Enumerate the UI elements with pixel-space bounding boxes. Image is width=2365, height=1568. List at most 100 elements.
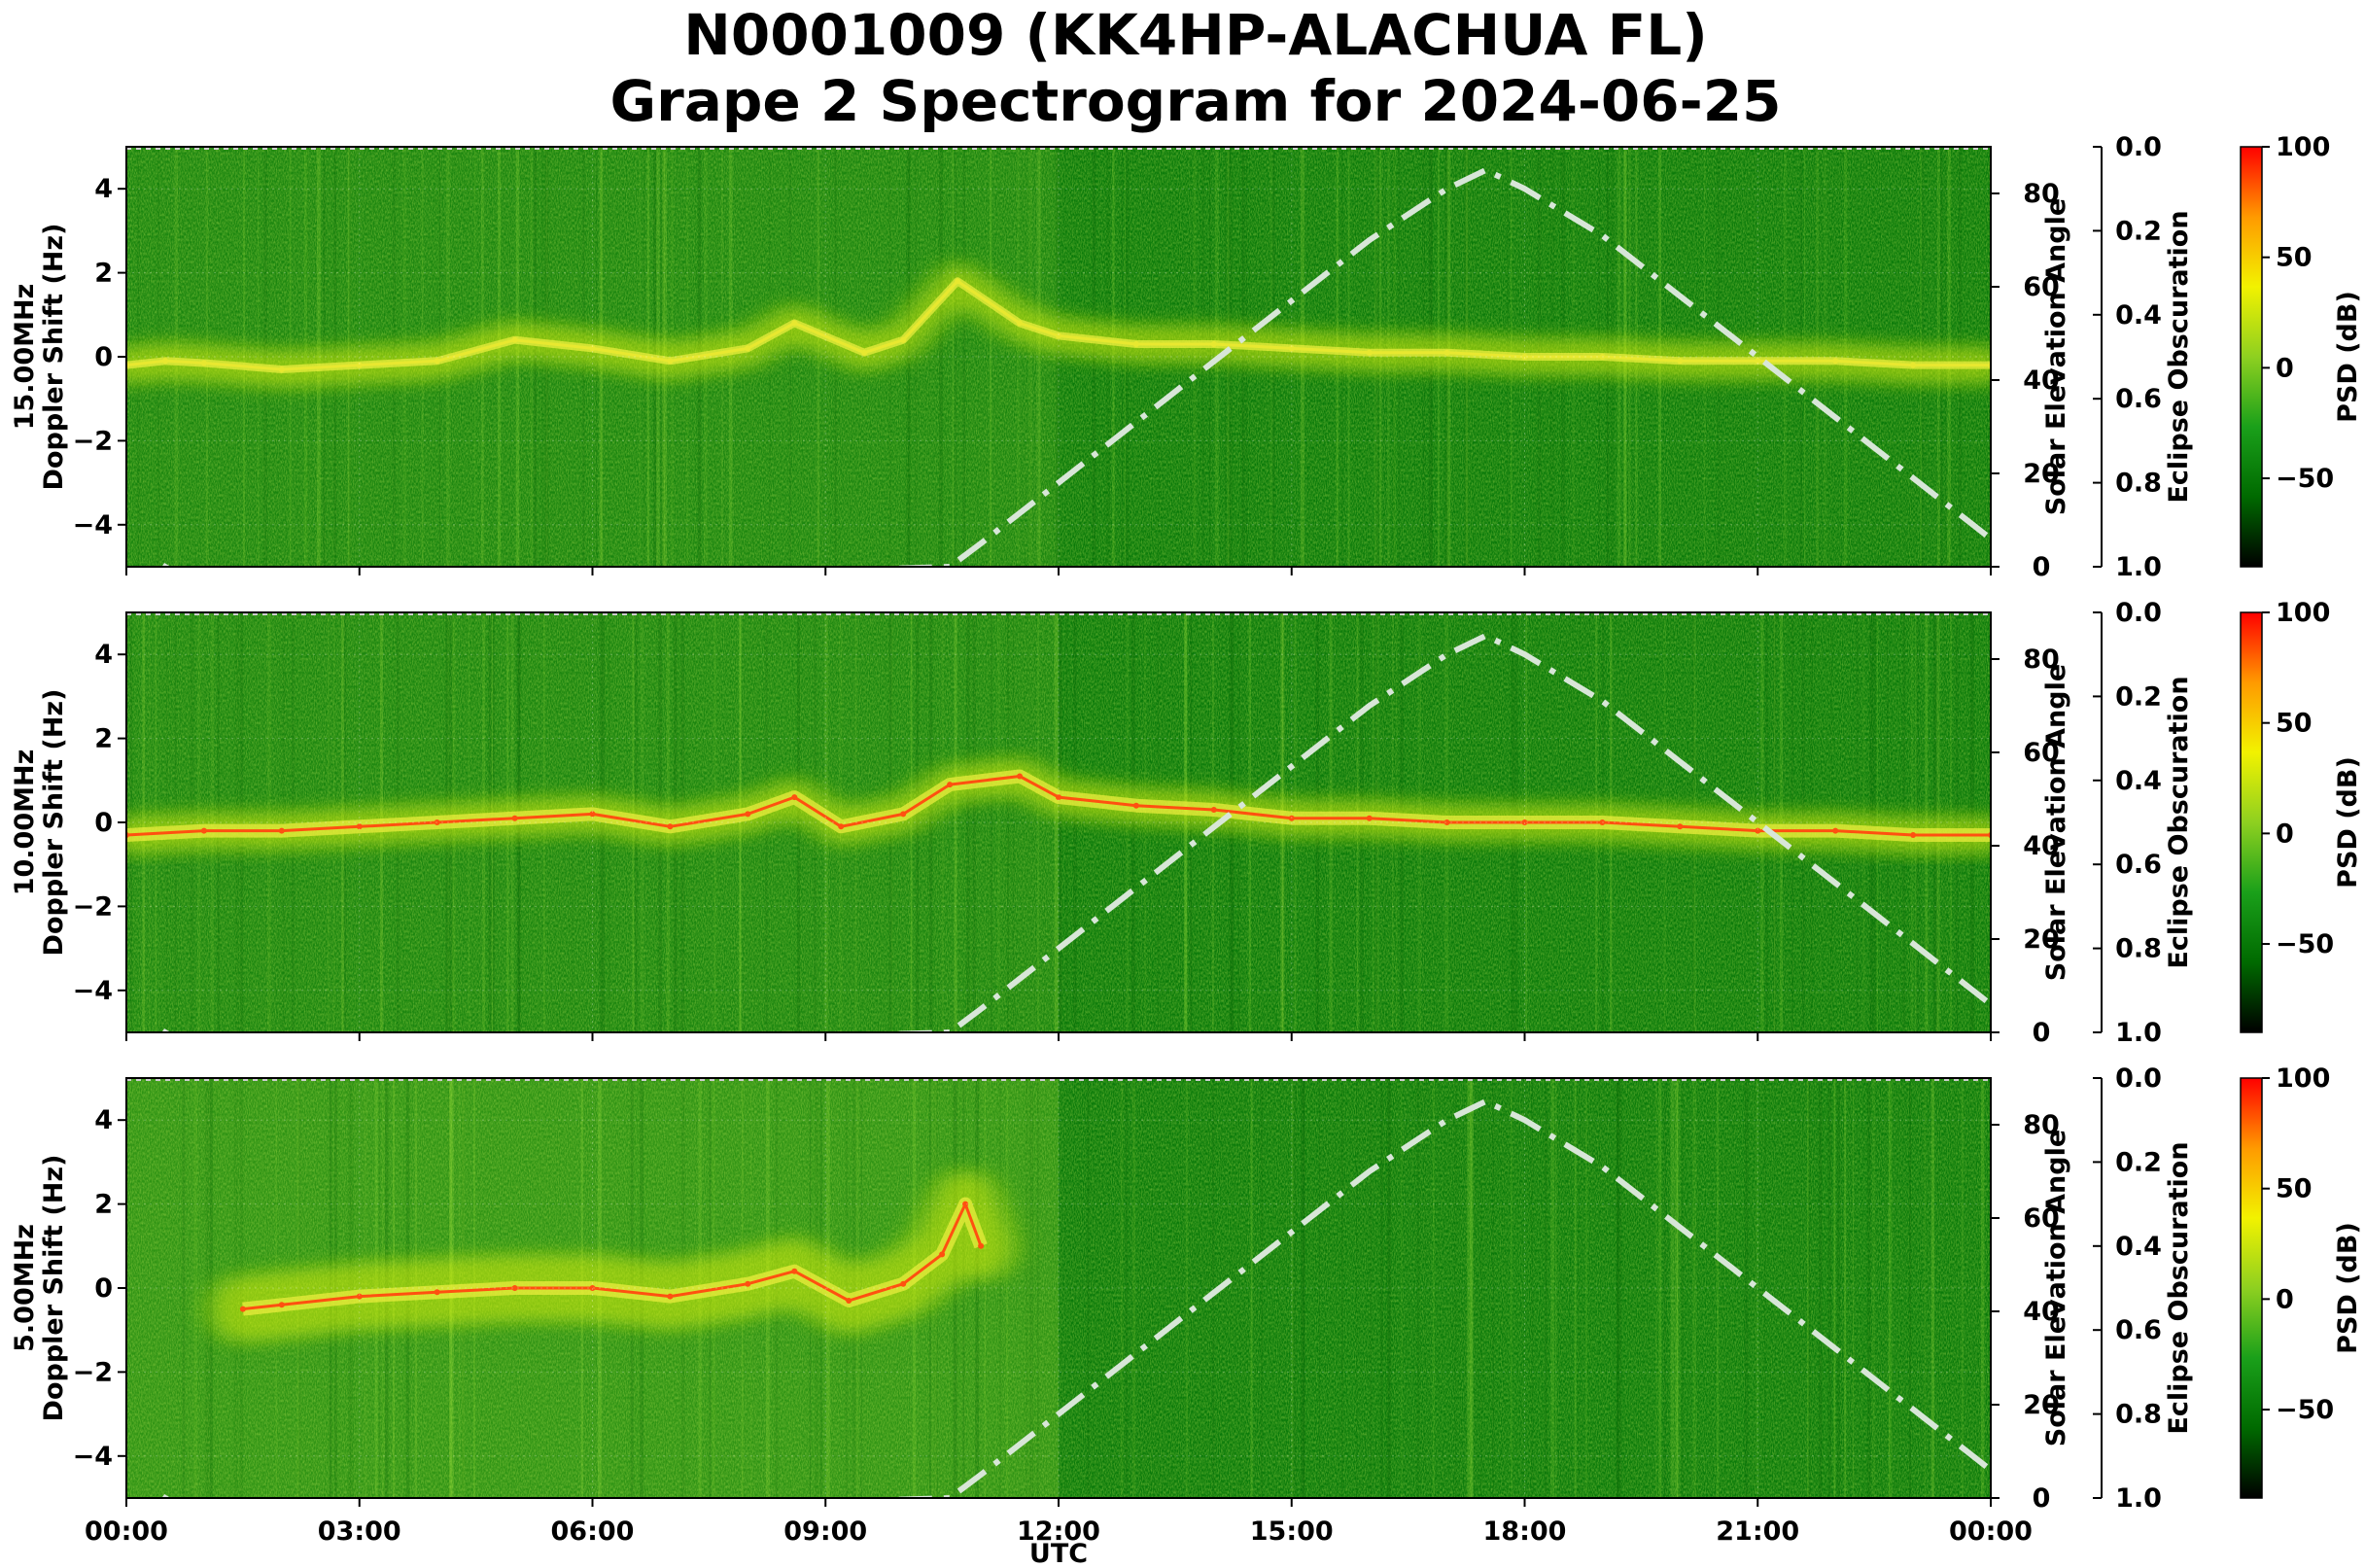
spectrogram-image <box>126 1078 1991 1554</box>
spectrogram-streak <box>1531 1078 1534 1498</box>
spectrogram-streak <box>1031 1078 1033 1498</box>
spectrogram-streak <box>990 147 992 567</box>
spectrogram-streak <box>1385 1078 1388 1498</box>
spectrogram-streak <box>1833 1078 1836 1498</box>
solar-elevation-point <box>1369 240 1370 241</box>
colorbar-tick-label: −50 <box>2276 464 2334 494</box>
spectrogram-streak <box>915 147 918 567</box>
spectrogram-streak <box>1844 1078 1847 1498</box>
colorbar-label: PSD (dB) <box>2333 756 2363 889</box>
solar-elevation-point <box>1059 948 1060 949</box>
spectrogram-streak <box>1961 1078 1964 1498</box>
y-tick-label: 4 <box>94 1105 113 1135</box>
y-tick-label: 0 <box>94 808 113 838</box>
colorbar <box>2240 1077 2263 1499</box>
y-axis-label: Doppler Shift (Hz) <box>39 689 69 957</box>
solar-elevation-point <box>1913 1409 1914 1410</box>
solar-elevation-point <box>981 1475 982 1476</box>
y-tick-label: 4 <box>94 640 113 670</box>
solar-elevation-point <box>1291 1232 1292 1233</box>
spectrogram-streak <box>1318 1078 1320 1498</box>
solar-elevation-point <box>1524 1120 1525 1121</box>
spectrogram-streak <box>209 1078 213 1498</box>
spectrogram-streak <box>1674 1078 1679 1498</box>
solar-elevation-point <box>1446 654 1447 655</box>
solar-elevation-point <box>1446 189 1447 190</box>
solar-elevation-line <box>161 1098 1991 1498</box>
solar-elevation-line <box>161 632 1991 1032</box>
elevation-tick-label: 80 <box>2023 1110 2060 1140</box>
y-tick-label: −4 <box>73 1442 113 1472</box>
y-tick-label: −2 <box>73 1357 113 1387</box>
spectrogram-streak <box>1012 612 1015 1032</box>
eclipse-tick-label: 1.0 <box>2115 1483 2162 1514</box>
spectrogram-streak <box>1663 1078 1667 1498</box>
solar-elevation-point <box>1135 1353 1136 1354</box>
spectrogram-streak <box>966 612 970 1032</box>
spectrogram-streak <box>1026 1078 1028 1498</box>
solar-elevation-point <box>1835 883 1836 884</box>
elevation-tick-label: 60 <box>2023 272 2060 302</box>
solar-elevation-point <box>1485 170 1486 171</box>
elevation-tick-label: 60 <box>2023 1203 2060 1234</box>
colorbar-tick-label: 0 <box>2276 353 2294 383</box>
eclipse-tick-label: 1.0 <box>2115 552 2162 582</box>
spectrogram-streak <box>1120 1078 1124 1498</box>
spectrogram-streak <box>1980 1078 1985 1498</box>
solar-elevation-point <box>203 590 204 591</box>
band-label: 5.00MHz <box>10 1224 40 1352</box>
solar-elevation-point <box>1835 417 1836 418</box>
x-tick-label: 21:00 <box>1716 1516 1799 1547</box>
spectrogram-streak <box>1655 1078 1658 1498</box>
spectrogram-image <box>126 612 1991 1057</box>
spectrogram-streak <box>1028 147 1033 567</box>
doppler-trace-line <box>242 1202 983 1311</box>
spectrogram-streak <box>1619 1078 1622 1498</box>
spectrogram-streak <box>962 147 966 567</box>
solar-elevation-point <box>1485 1101 1486 1102</box>
eclipse-axis-label: Eclipse Obscuration <box>2164 676 2194 968</box>
elevation-tick-label: 40 <box>2023 366 2060 396</box>
solar-elevation-point <box>203 1056 204 1057</box>
spectrogram-streak <box>1924 1078 1927 1498</box>
solar-elevation-line <box>161 166 1991 567</box>
spectrogram-streak <box>1679 1078 1681 1498</box>
eclipse-tick-label: 0.8 <box>2115 1400 2162 1430</box>
spectrogram-streak <box>1087 1078 1090 1498</box>
spectrogram-streak <box>1479 1078 1482 1498</box>
figure-title-line-1: N0001009 (KK4HP-ALACHUA FL) <box>683 2 1708 68</box>
eclipse-tick-label: 0.0 <box>2115 1063 2162 1094</box>
solar-elevation-point <box>1602 235 1603 236</box>
x-tick-label: 03:00 <box>318 1516 401 1547</box>
elevation-tick-label: 80 <box>2023 179 2060 209</box>
eclipse-tick-label: 0.8 <box>2115 934 2162 964</box>
spectrogram-streak <box>1029 1078 1031 1498</box>
spectrogram-streak <box>1617 1078 1619 1498</box>
spectrogram-streak <box>1467 1078 1471 1498</box>
solar-elevation-point <box>126 1553 127 1554</box>
elevation-tick-label: 0 <box>2033 1483 2051 1514</box>
elevation-axis-label: Solar Elevation Angle <box>2041 1130 2071 1446</box>
solar-elevation-point <box>1913 477 1914 478</box>
eclipse-tick-label: 0.6 <box>2115 850 2162 880</box>
spectrogram-streak <box>941 612 945 1032</box>
eclipse-tick-label: 0.4 <box>2115 766 2162 796</box>
spectrogram-streak <box>1756 1078 1758 1498</box>
spectrogram-streak <box>205 1078 209 1498</box>
colorbar-label: PSD (dB) <box>2333 1222 2363 1354</box>
spectrogram-streak <box>1470 1078 1473 1498</box>
spectrogram-streak <box>1387 1078 1391 1498</box>
eclipse-tick-label: 0.0 <box>2115 598 2162 628</box>
band-label: 10.00MHz <box>10 749 40 896</box>
spectrogram-streak <box>1037 612 1039 1032</box>
spectrogram-streak <box>1807 1078 1811 1498</box>
spectrogram-streak <box>1300 1078 1304 1498</box>
x-tick-label: 00:00 <box>1949 1516 2033 1547</box>
spectrogram-streak <box>952 147 954 567</box>
solar-elevation-point <box>1291 300 1292 301</box>
y-tick-label: −4 <box>73 510 113 540</box>
colorbar-tick-label: −50 <box>2276 929 2334 959</box>
spectrogram-streak <box>939 147 943 567</box>
spectrogram-streak <box>1681 1078 1684 1498</box>
spectrogram-streak <box>1370 1078 1372 1498</box>
